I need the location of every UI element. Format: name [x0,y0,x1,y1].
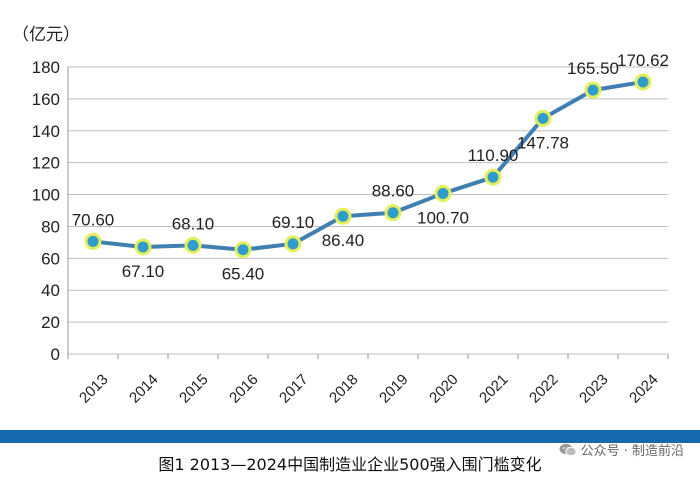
data-point [84,232,102,250]
data-point [334,207,352,225]
x-tick-label: 2019 [376,371,412,407]
data-label: 147.78 [517,133,569,152]
data-point [234,241,252,259]
y-tick-label: 160 [32,90,60,109]
data-point [384,204,402,222]
data-point [534,109,552,127]
chart-area: 0 20 40 60 80 100 120 140 160 180 2013 2014 2015 2016… [12,25,669,407]
watermark: 公众号 · 制造前沿 [559,440,684,459]
data-label: 67.10 [122,262,165,281]
data-label: 86.40 [322,231,365,250]
data-label: 165.50 [567,59,619,78]
data-point [184,236,202,254]
x-tick-label: 2018 [326,371,362,407]
data-point [134,238,152,256]
x-tick-label: 2017 [276,371,312,407]
data-label: 88.60 [372,182,415,201]
y-tick-label: 80 [41,217,60,236]
x-tick-label: 2021 [476,371,512,407]
watermark-text: 公众号 · 制造前沿 [580,444,684,459]
data-label: 110.90 [468,146,519,165]
x-tick-label: 2013 [76,371,112,407]
x-tick-label: 2016 [226,371,262,407]
data-point [484,168,502,186]
x-tick-label: 2014 [126,371,162,407]
data-point [634,73,652,91]
y-tick-label: 20 [41,313,60,332]
wechat-icon [559,443,577,457]
data-label: 68.10 [172,214,215,233]
y-tick-label: 140 [32,122,60,141]
data-label: 170.62 [617,51,669,70]
figure-caption: 图1 2013—2024中国制造业企业500强入围门槛变化 [158,455,542,474]
data-label: 70.60 [72,210,115,229]
y-axis-unit-label: （亿元） [12,25,80,45]
y-tick-label: 60 [41,249,60,268]
data-point [434,184,452,202]
x-tick-label: 2022 [526,371,562,407]
data-point [584,81,602,99]
y-tick-label: 180 [32,58,60,77]
y-tick-label: 0 [51,345,60,364]
y-tick-label: 40 [41,281,60,300]
y-tick-label: 120 [32,154,60,173]
y-tick-label: 100 [32,186,60,205]
x-tick-label: 2015 [176,371,212,407]
x-tick-label: 2024 [626,371,662,407]
x-tick-label: 2020 [426,371,462,407]
data-point [284,235,302,253]
x-tick-label: 2023 [576,371,612,407]
line-chart: 0 20 40 60 80 100 120 140 160 180 2013 2014 2015 2016… [32,51,669,407]
footer: 公众号 · 制造前沿 图1 2013—2024中国制造业企业500强入围门槛变化 [0,443,700,477]
data-label: 65.40 [222,265,265,284]
data-label: 69.10 [272,213,315,232]
decorative-bar [0,430,700,443]
data-label: 100.70 [417,208,469,227]
